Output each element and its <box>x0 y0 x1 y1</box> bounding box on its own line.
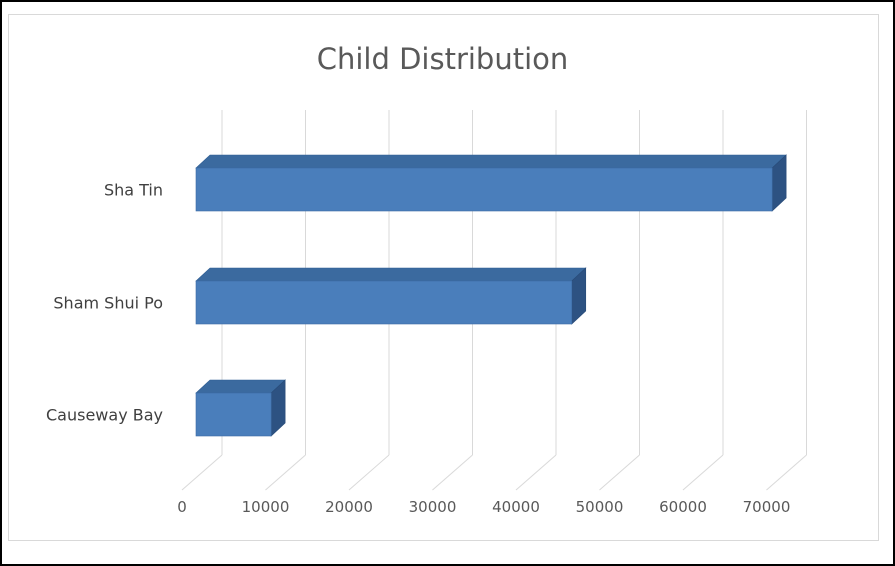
x-tick-label: 20000 <box>325 498 373 516</box>
bar <box>195 167 773 212</box>
category-label: Sha Tin <box>104 181 163 200</box>
bar-top-face <box>195 154 787 169</box>
chart-title: Child Distribution <box>316 42 569 76</box>
bar <box>195 280 573 325</box>
x-tick-label: 0 <box>177 498 187 516</box>
bar-top-face <box>195 379 286 394</box>
gridline-floor <box>682 454 724 491</box>
x-axis-tick-labels: 0 10000 20000 30000 40000 50000 60000 70000 <box>177 498 790 516</box>
x-tick-label: 60000 <box>659 498 707 516</box>
x-tick-label: 50000 <box>576 498 624 516</box>
gridline-floor <box>432 454 473 491</box>
bar <box>195 392 272 437</box>
gridline-floor <box>766 454 807 491</box>
x-tick-label: 40000 <box>492 498 540 516</box>
x-tick-label: 30000 <box>409 498 457 516</box>
gridline-floor <box>348 454 390 491</box>
gridline-floor <box>599 454 640 491</box>
bars <box>195 154 787 437</box>
category-labels: Causeway Bay Sham Shui Po Sha Tin <box>46 181 163 425</box>
gridline-floor <box>181 454 223 491</box>
x-tick-label: 10000 <box>242 498 290 516</box>
bar-top-face <box>195 267 587 282</box>
x-tick-label: 70000 <box>743 498 791 516</box>
category-label: Causeway Bay <box>46 406 163 425</box>
category-label: Sham Shui Po <box>53 294 163 313</box>
gridline-floor <box>515 454 557 491</box>
gridline-floor <box>265 454 306 491</box>
